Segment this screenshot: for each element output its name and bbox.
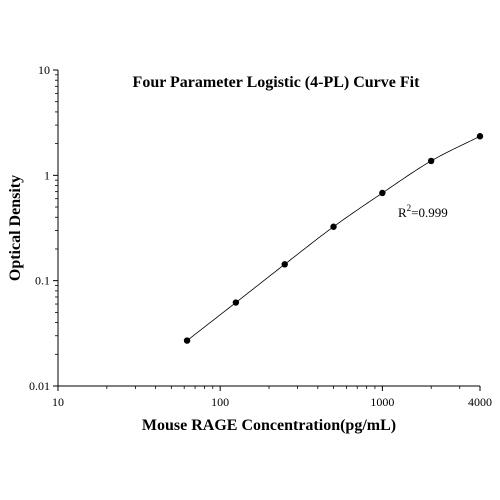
- data-points: [183, 133, 484, 344]
- r-squared-annotation: R2=0.999: [398, 203, 448, 220]
- y-tick-label: 10: [38, 63, 50, 77]
- r-squared-superscript: 2: [407, 203, 412, 213]
- y-tick-label: 0.01: [29, 379, 50, 393]
- r-squared-r: R: [398, 205, 407, 220]
- x-axis-ticks: 10 100 1000 4000: [52, 386, 492, 409]
- data-point: [281, 261, 288, 268]
- data-point: [330, 223, 337, 230]
- x-tick-label: 4000: [468, 395, 492, 409]
- y-axis-ticks: 0.01 0.1 1 10: [29, 63, 58, 393]
- fit-curve-line: [186, 135, 481, 341]
- data-point: [379, 189, 386, 197]
- x-tick-label: 100: [211, 395, 229, 409]
- data-point: [183, 337, 191, 344]
- y-tick-label: 1: [44, 168, 50, 182]
- data-point: [232, 299, 240, 306]
- y-axis-title: Optical Density: [7, 175, 24, 281]
- data-point: [427, 157, 435, 165]
- data-point: [476, 133, 484, 140]
- x-axis-title: Mouse RAGE Concentration(pg/mL): [142, 417, 396, 434]
- x-tick-label: 1000: [370, 395, 394, 409]
- chart-title: Four Parameter Logistic (4-PL) Curve Fit: [133, 74, 421, 91]
- x-tick-label: 10: [52, 395, 64, 409]
- r-squared-value: =0.999: [411, 205, 448, 220]
- plot-area: [57, 70, 480, 387]
- y-tick-label: 0.1: [35, 274, 50, 288]
